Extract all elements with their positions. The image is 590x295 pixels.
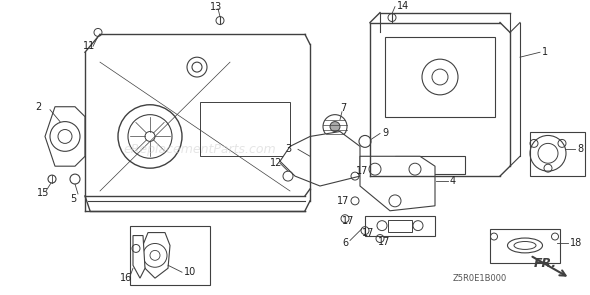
Text: eReplacementParts.com: eReplacementParts.com <box>124 143 276 156</box>
Text: 17: 17 <box>362 227 375 237</box>
Ellipse shape <box>514 242 536 249</box>
Text: 7: 7 <box>340 103 346 113</box>
Text: 11: 11 <box>83 41 95 51</box>
Text: 3: 3 <box>285 144 291 154</box>
Text: 16: 16 <box>120 273 132 283</box>
Bar <box>530 132 585 176</box>
Polygon shape <box>140 232 170 278</box>
Text: 5: 5 <box>70 194 76 204</box>
Polygon shape <box>360 156 435 211</box>
Text: 10: 10 <box>184 267 196 277</box>
Bar <box>385 37 495 117</box>
Text: 13: 13 <box>210 2 222 12</box>
Text: Z5R0E1B000: Z5R0E1B000 <box>453 274 507 283</box>
Polygon shape <box>365 216 435 235</box>
Polygon shape <box>133 235 145 278</box>
Text: 1: 1 <box>542 47 548 57</box>
Bar <box>395 156 465 174</box>
Text: 14: 14 <box>397 1 409 11</box>
Text: 12: 12 <box>270 158 283 168</box>
Text: 2: 2 <box>35 102 41 112</box>
Text: 9: 9 <box>382 129 388 138</box>
Circle shape <box>330 122 340 132</box>
Text: FR.: FR. <box>533 257 556 270</box>
Text: 15: 15 <box>37 188 50 198</box>
Ellipse shape <box>507 238 542 253</box>
Text: 6: 6 <box>342 238 348 248</box>
Text: 4: 4 <box>450 176 456 186</box>
Bar <box>130 226 210 285</box>
Bar <box>200 102 290 156</box>
Bar <box>388 220 412 232</box>
Text: 17: 17 <box>378 237 391 248</box>
Text: 8: 8 <box>577 144 583 154</box>
Text: 17: 17 <box>356 166 368 176</box>
Bar <box>490 229 560 263</box>
Polygon shape <box>280 132 360 186</box>
Text: 18: 18 <box>570 238 582 248</box>
Polygon shape <box>45 107 85 166</box>
Text: 17: 17 <box>337 196 349 206</box>
Text: 17: 17 <box>342 216 355 226</box>
